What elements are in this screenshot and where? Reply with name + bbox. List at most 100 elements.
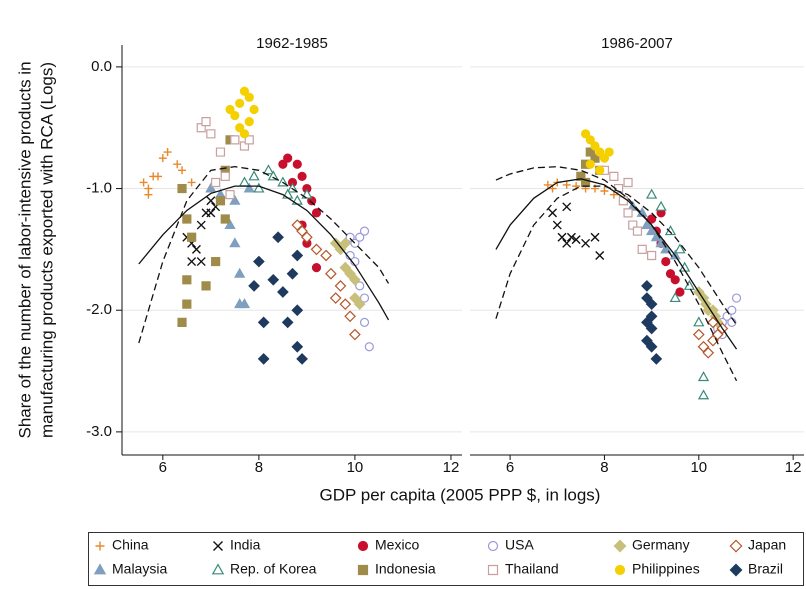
data-point <box>599 153 610 163</box>
data-point <box>590 232 600 242</box>
data-point <box>344 267 356 280</box>
data-point <box>562 180 571 189</box>
data-point <box>291 340 304 353</box>
data-point <box>239 86 250 96</box>
data-point <box>178 166 187 175</box>
data-point <box>641 280 653 292</box>
data-point <box>562 238 572 248</box>
data-point <box>311 208 322 218</box>
legend-marker <box>487 564 499 576</box>
data-point <box>267 170 279 181</box>
data-point <box>224 219 236 230</box>
data-point <box>201 281 211 291</box>
data-point <box>296 225 308 237</box>
data-point <box>206 129 216 139</box>
data-point <box>645 188 658 199</box>
data-point <box>632 226 643 236</box>
legend-label: Brazil <box>748 561 783 577</box>
data-point <box>286 267 299 280</box>
data-point <box>139 178 148 187</box>
data-point <box>234 267 246 278</box>
data-point <box>248 170 260 181</box>
legend-label: Indonesia <box>375 561 436 577</box>
data-point <box>665 269 676 279</box>
data-point <box>349 273 361 286</box>
data-point <box>645 340 658 353</box>
data-point <box>562 202 572 212</box>
x-tick-label: 8 <box>255 459 263 476</box>
data-point <box>595 250 605 260</box>
y-tick-label: -3.0 <box>86 423 112 440</box>
data-point <box>623 208 633 218</box>
data-point <box>196 220 206 230</box>
fit-line <box>495 166 738 382</box>
legend-label: Thailand <box>505 561 559 577</box>
legend-marker <box>95 541 105 551</box>
legend-label: USA <box>505 537 534 553</box>
y-tick-label: -1.0 <box>86 180 112 197</box>
y-axis-label: manufacturing products exported with RCA… <box>37 62 56 438</box>
data-point <box>297 171 307 181</box>
data-point <box>253 182 265 193</box>
data-point <box>334 243 347 256</box>
data-point <box>211 177 221 188</box>
data-point <box>329 292 342 304</box>
data-point <box>645 322 658 335</box>
fit-line <box>138 185 390 321</box>
x-tick-label: 12 <box>443 459 460 476</box>
data-point <box>600 186 609 195</box>
y-axis-label: Share of the number of labor-intensive p… <box>15 61 34 438</box>
data-point <box>177 183 187 194</box>
data-point <box>557 232 567 242</box>
data-point <box>339 261 352 274</box>
data-point <box>248 280 260 292</box>
data-point <box>283 153 293 163</box>
y-tick-label: -2.0 <box>86 301 112 318</box>
data-point <box>329 237 342 250</box>
x-tick-label: 6 <box>159 459 167 476</box>
data-point <box>292 159 302 169</box>
data-point <box>302 183 312 194</box>
data-point <box>244 92 254 102</box>
legend-label: Rep. of Korea <box>230 561 317 577</box>
data-point <box>353 298 366 310</box>
data-point <box>281 316 294 329</box>
legend-label: India <box>230 537 261 553</box>
legend-marker <box>357 540 369 552</box>
data-point <box>220 214 230 224</box>
data-point <box>585 159 595 169</box>
data-point <box>225 190 235 200</box>
data-point <box>552 220 562 230</box>
data-point <box>244 135 254 145</box>
data-point <box>230 110 240 121</box>
data-point <box>609 171 619 181</box>
data-point <box>229 237 241 248</box>
data-point <box>645 225 658 236</box>
data-point <box>215 196 226 206</box>
data-point <box>215 147 226 157</box>
legend-marker <box>614 564 626 576</box>
legend-marker <box>357 564 369 576</box>
data-point <box>693 316 705 327</box>
data-point <box>201 117 211 127</box>
data-point <box>683 279 695 290</box>
data-point <box>692 328 705 341</box>
data-point <box>660 243 672 254</box>
data-point <box>645 298 658 310</box>
x-tick-label: 8 <box>600 459 608 476</box>
panel-title: 1962-1985 <box>256 35 328 52</box>
data-point <box>301 231 313 244</box>
legend-label: China <box>112 537 149 553</box>
legend-label: Philippines <box>632 561 700 577</box>
data-point <box>229 194 241 205</box>
data-point <box>349 328 361 341</box>
data-point <box>196 257 206 267</box>
data-point <box>311 263 322 273</box>
x-tick-label: 10 <box>347 459 364 476</box>
data-point <box>239 129 250 139</box>
data-point <box>581 238 591 248</box>
data-point <box>291 219 304 231</box>
legend-marker <box>729 539 743 553</box>
data-point <box>641 219 653 230</box>
